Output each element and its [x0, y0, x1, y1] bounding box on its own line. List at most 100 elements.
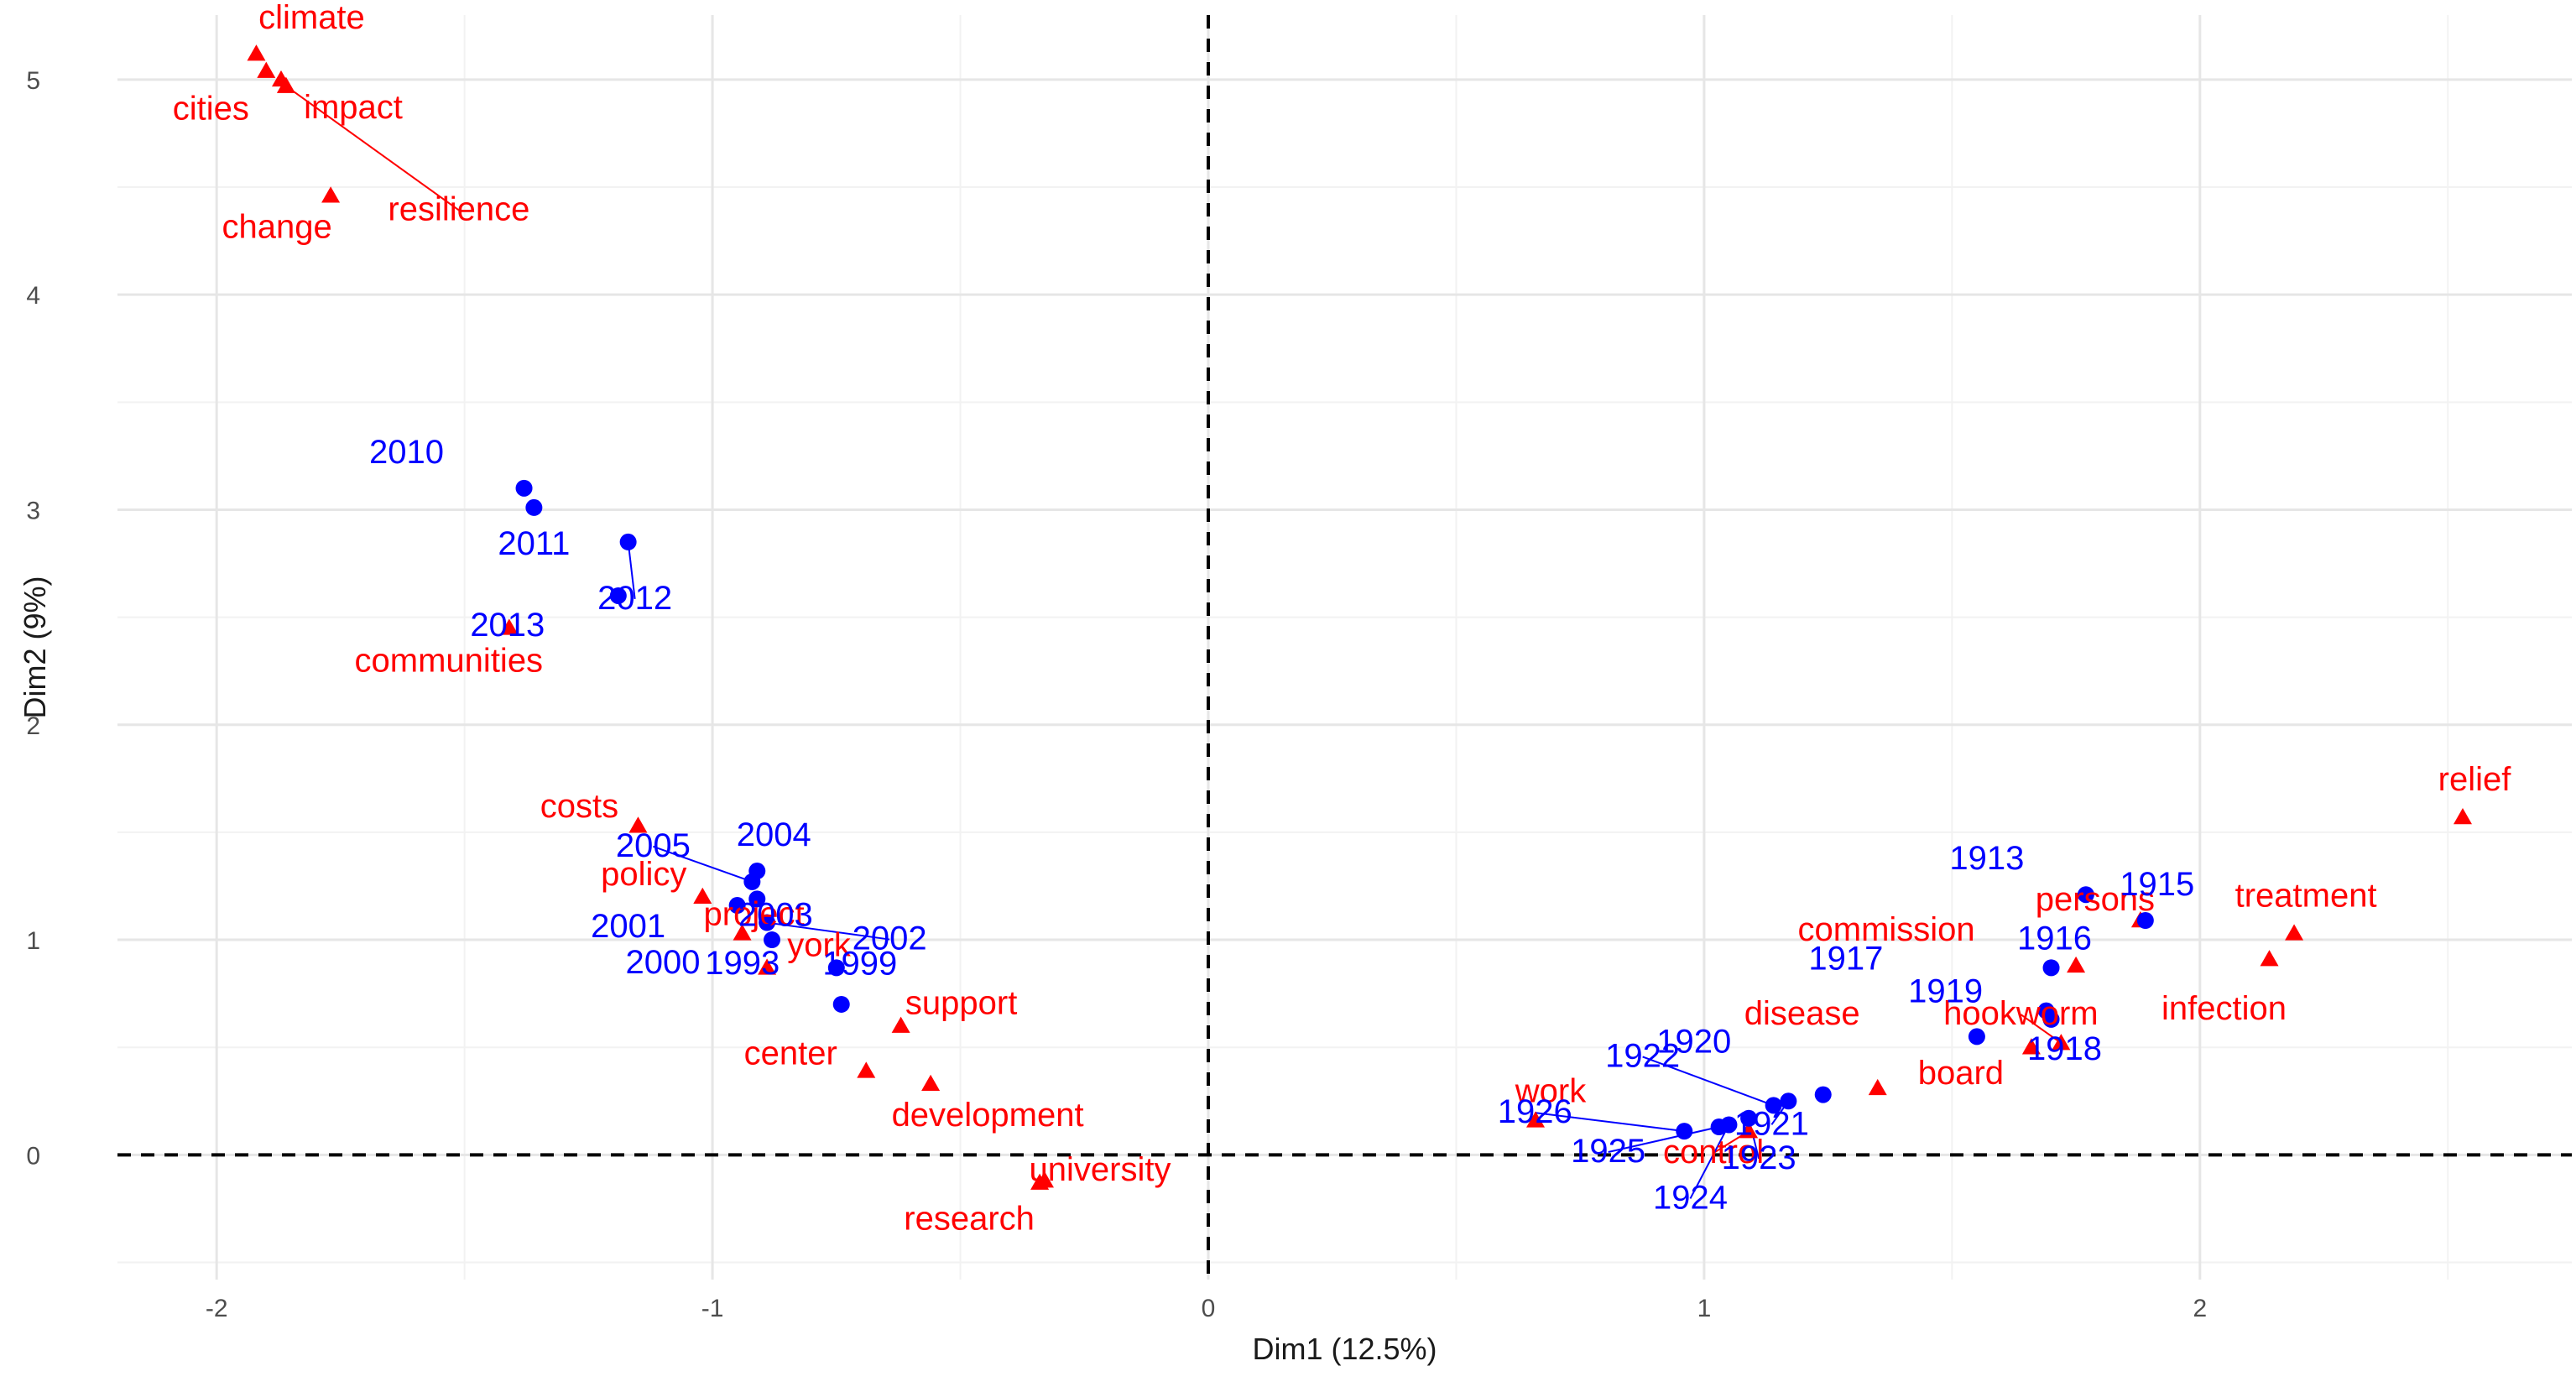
label-1993: 1993 [705, 945, 780, 982]
label-2000: 2000 [626, 944, 701, 981]
leader-line-1926 [1535, 1112, 1685, 1133]
point-words-resilience [276, 76, 295, 93]
point-words-work [1526, 1111, 1545, 1128]
point-words-support [891, 1016, 910, 1033]
leader-line-resilience [285, 85, 460, 211]
point-words-cities [257, 61, 276, 78]
label-1922: 1922 [1605, 1037, 1680, 1074]
point-words-relief [2453, 807, 2472, 825]
leader-line-1925 [1608, 1126, 1719, 1154]
label-1915: 1915 [2120, 866, 2194, 903]
label-leader-lines [285, 85, 2062, 1199]
x-axis-title: Dim1 (12.5%) [1252, 1332, 1437, 1366]
y-tick-label: 5 [26, 67, 40, 95]
label-change: change [222, 208, 331, 245]
label-2005: 2005 [616, 827, 691, 864]
point-words-project [733, 924, 752, 941]
x-tick-label: -1 [701, 1295, 724, 1322]
label-2012: 2012 [597, 580, 672, 617]
label-development: development [892, 1097, 1084, 1134]
label-project: project [704, 895, 805, 932]
label-university: university [1030, 1151, 1171, 1188]
leader-line-hookworm [2020, 1014, 2062, 1044]
point-words-communities [499, 618, 519, 635]
point-words-disease [1868, 1078, 1887, 1096]
label-1916: 1916 [2017, 920, 2092, 957]
label-2003: 2003 [738, 896, 813, 933]
point-words-control [1739, 1122, 1759, 1139]
y-tick-label: 4 [26, 282, 40, 310]
label-commission: commission [1798, 911, 1975, 948]
label-center: center [744, 1035, 837, 1072]
y-tick-label: 0 [26, 1142, 40, 1170]
label-1926: 1926 [1498, 1093, 1572, 1130]
label-1999: 1999 [822, 945, 897, 982]
label-disease: disease [1744, 995, 1860, 1032]
point-words-infection [2260, 950, 2279, 967]
label-treatment: treatment [2235, 877, 2377, 914]
x-tick-label: -2 [206, 1295, 228, 1322]
label-2010: 2010 [369, 434, 444, 471]
point-years-2013 [609, 587, 627, 604]
label-work: work [1515, 1072, 1587, 1109]
point-years-2010 [515, 479, 533, 497]
label-hookworm: hookworm [1943, 995, 2099, 1032]
point-words-center [857, 1061, 876, 1078]
y-tick-label: 3 [26, 497, 40, 524]
label-2013: 2013 [470, 607, 545, 644]
y-tick-label: 2 [26, 712, 40, 740]
point-years-1918 [2042, 1010, 2060, 1028]
label-york: york [787, 926, 852, 963]
label-support: support [905, 985, 1017, 1022]
label-2004: 2004 [737, 816, 811, 853]
x-tick-label: 0 [1202, 1295, 1216, 1322]
point-words-hookworm [2052, 1034, 2071, 1051]
point-years-2012 [619, 533, 637, 550]
label-1924: 1924 [1653, 1179, 1728, 1216]
label-costs: costs [540, 788, 618, 825]
label-cities: cities [173, 91, 249, 128]
point-years-2001 [728, 897, 746, 915]
point-years-1917 [1968, 1028, 1985, 1045]
point-words-development [921, 1074, 941, 1092]
label-climate: climate [258, 0, 365, 36]
leader-line-1922 [1642, 1056, 1774, 1107]
axes: -2 -1 0 1 2012 3 4 5 [26, 67, 2207, 1322]
leader-line-2012 [627, 541, 636, 600]
label-1918: 1918 [2027, 1030, 2102, 1067]
label-persons: persons [2036, 881, 2155, 918]
point-years-1916 [2042, 959, 2060, 977]
x-tick-label: 2 [2193, 1295, 2207, 1322]
label-research: research [904, 1201, 1035, 1238]
leader-line-2005 [653, 845, 753, 883]
label-board: board [1918, 1055, 2004, 1092]
leader-line-2002 [766, 921, 890, 941]
label-infection: infection [2161, 990, 2287, 1027]
data-points [247, 44, 2472, 1190]
point-words-treatment [2285, 924, 2304, 941]
point-years-2002 [759, 914, 776, 931]
label-2001: 2001 [591, 908, 665, 945]
point-years-2000 [764, 931, 780, 949]
point-words-change [321, 186, 341, 203]
point-years-1999 [827, 959, 845, 977]
point-words-policy [693, 887, 712, 905]
point-years-1923 [1740, 1109, 1758, 1127]
point-words-commission [2067, 956, 2086, 973]
point-years-1922 [1765, 1097, 1782, 1114]
label-policy: policy [601, 856, 686, 893]
y-axis-title: Dim2 (9%) [18, 576, 52, 718]
point-years-1926 [1676, 1123, 1693, 1140]
label-1919: 1919 [1908, 973, 1983, 1010]
label-communities: communities [355, 642, 544, 679]
label-1925: 1925 [1571, 1133, 1645, 1170]
label-1917: 1917 [1808, 940, 1883, 977]
point-years-1925 [1710, 1118, 1728, 1136]
point-words-university [1035, 1171, 1054, 1188]
point-years-1920 [1814, 1086, 1832, 1103]
y-tick-label: 1 [26, 927, 40, 955]
label-1921: 1921 [1734, 1105, 1809, 1142]
point-labels: climate cities impact resilience change commu… [173, 0, 2512, 1238]
